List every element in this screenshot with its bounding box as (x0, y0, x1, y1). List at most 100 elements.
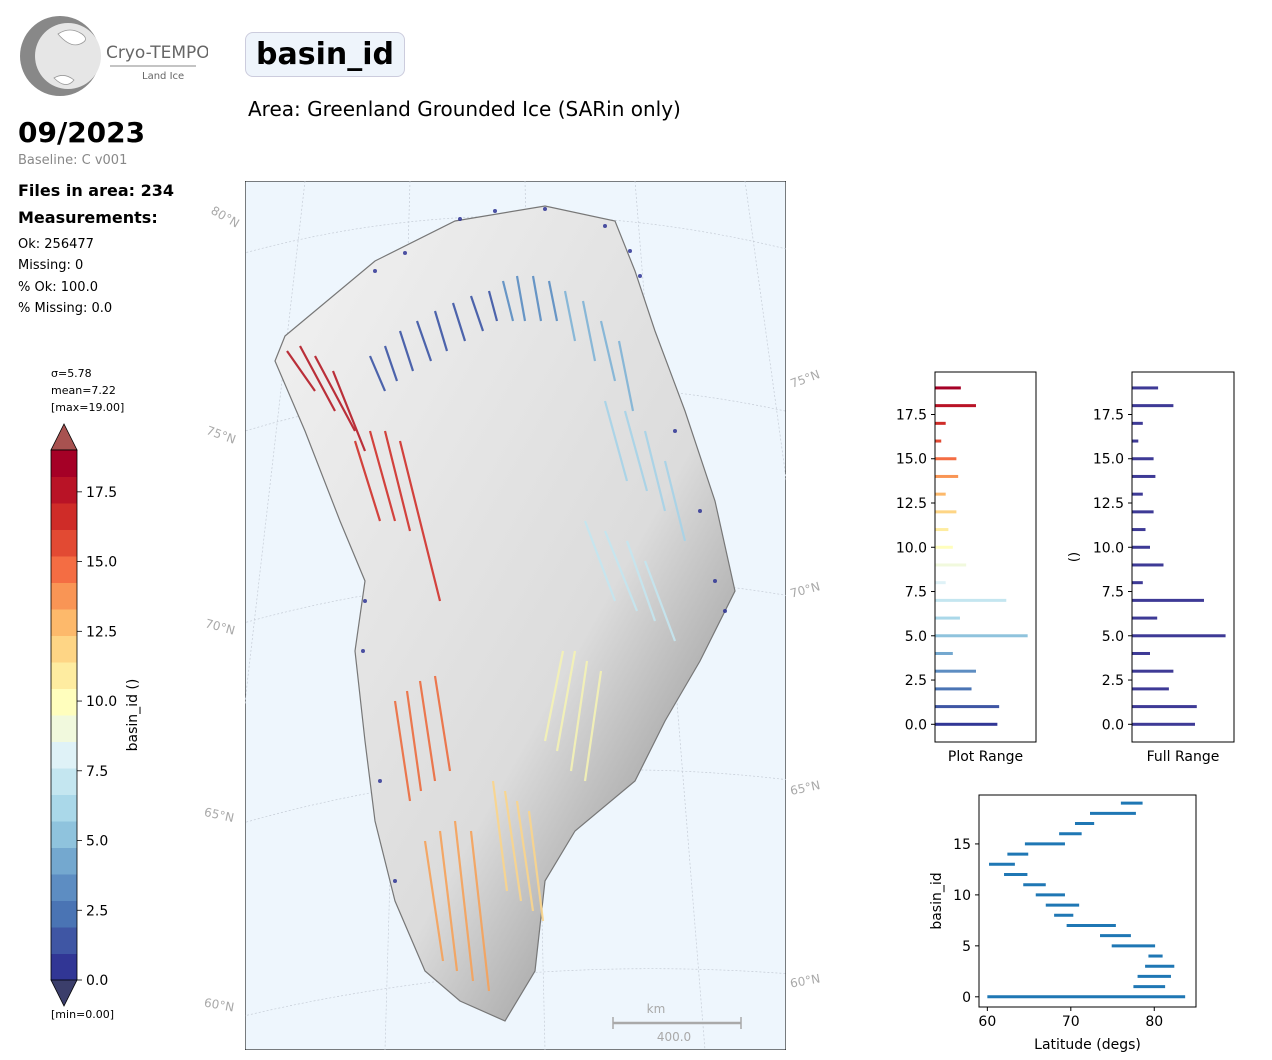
logo-subtitle: Land Ice (142, 71, 184, 82)
scalebar-value: 400.0 (657, 1030, 691, 1044)
measurements-title: Measurements: (18, 208, 158, 227)
histogram-bar (935, 457, 957, 461)
histogram-bar (935, 722, 998, 726)
histogram-bar (1132, 598, 1204, 602)
stat-ok: Ok: 256477 (18, 237, 94, 252)
baseline-text: Baseline: C v001 (18, 153, 128, 168)
colorbar-segment (51, 635, 77, 663)
lat-label-80: 80°N (208, 203, 242, 231)
histogram-bar (935, 687, 972, 691)
histogram-bar (935, 651, 953, 655)
colorbar-min: [min=0.00] (51, 1008, 115, 1021)
histogram-bar (1132, 457, 1154, 461)
histogram-tick-label: 5.0 (1102, 629, 1124, 645)
histogram-bar (935, 421, 946, 425)
colorbar-max: [max=19.00] (51, 401, 125, 414)
histogram-bar (935, 669, 976, 673)
histogram-bar (1132, 687, 1169, 691)
histogram-tick-label: 0.0 (905, 717, 927, 733)
lat-chart-ytick: 5 (962, 939, 971, 955)
colorbar-segment (51, 582, 77, 610)
colorbar-segment (51, 794, 77, 822)
logo-title: Cryo-TEMPO (106, 43, 208, 63)
lat-chart-xtick: 60 (978, 1014, 996, 1030)
colorbar-extend-max (50, 423, 78, 451)
histogram-bar (1132, 528, 1146, 532)
colorbar-label: basin_id () (125, 679, 141, 752)
histogram-bar (935, 404, 976, 408)
histogram-bar (935, 528, 949, 532)
lat-chart-ylabel: basin_id (929, 872, 945, 929)
colorbar-tick-label: 2.5 (86, 903, 108, 919)
histogram-bar (935, 581, 946, 585)
lat-chart-ytick: 15 (953, 837, 971, 853)
colorbar-tick-label: 12.5 (86, 624, 117, 640)
lat-label-right-60: 60°N (789, 971, 822, 991)
histogram-bar (935, 634, 1028, 638)
lat-chart-ytick: 10 (953, 888, 971, 904)
histogram-bar (1132, 634, 1226, 638)
colorbar-tick-label: 7.5 (86, 764, 108, 780)
histogram-tick-label: 5.0 (905, 629, 927, 645)
histogram-ylabel: () (1067, 552, 1082, 562)
colorbar-segment (51, 821, 77, 848)
histogram-xlabel: Plot Range (948, 749, 1023, 765)
colorbar-segment (51, 741, 77, 769)
variable-title: basin_id (245, 32, 405, 77)
histogram-tick-label: 12.5 (896, 496, 927, 512)
stat-missing: Missing: 0 (18, 258, 84, 273)
area-subtitle: Area: Greenland Grounded Ice (SARin only… (248, 97, 681, 121)
histogram-bar (1132, 651, 1150, 655)
histogram-bar (1132, 474, 1156, 478)
lat-label-right-65: 65°N (788, 778, 822, 798)
histogram-tick-label: 15.0 (1093, 452, 1124, 468)
files-count: Files in area: 234 (18, 181, 174, 200)
lat-chart-xtick: 80 (1145, 1014, 1163, 1030)
histogram-bar (1132, 669, 1174, 673)
colorbar-tick-label: 10.0 (86, 694, 117, 710)
stat-pct-ok: % Ok: 100.0 (18, 280, 98, 295)
histogram-bar (935, 474, 959, 478)
histogram-tick-label: 2.5 (905, 673, 927, 689)
lat-label-70: 70°N (203, 616, 237, 638)
histogram-tick-label: 12.5 (1093, 496, 1124, 512)
colorbar-segment (51, 450, 77, 477)
greenland-map: 80°N 75°N 70°N 65°N 60°N km 400.0 (245, 181, 786, 1050)
histogram-tick-label: 10.0 (1093, 540, 1124, 556)
histogram-bar (935, 705, 1000, 709)
colorbar-segment (51, 927, 77, 954)
histogram-bar (1132, 492, 1143, 496)
histogram-plot-range: 0.0 2.5 5.0 7.5 10.0 12.5 15.0 17.5 Plot Range (896, 371, 1037, 765)
date-title: 09/2023 (18, 116, 146, 149)
histogram-bar (935, 439, 942, 443)
lat-label-right-70: 70°N (788, 579, 822, 601)
lat-label-75: 75°N (204, 423, 238, 447)
histogram-bar (1132, 510, 1154, 514)
colorbar-tick-label: 17.5 (86, 485, 117, 501)
histogram-bar (935, 386, 961, 390)
histogram-tick-label: 0.0 (1102, 717, 1124, 733)
colorbar-extend-min (50, 979, 78, 1007)
colorbar-segment (51, 556, 77, 583)
histogram-bar (1132, 421, 1143, 425)
colorbar-segment (51, 768, 77, 795)
scalebar-unit: km (647, 1002, 666, 1016)
histogram-bar (935, 616, 960, 620)
histogram-tick-label: 17.5 (1093, 407, 1124, 423)
cryo-tempo-logo: Cryo-TEMPO Land Ice (20, 16, 208, 96)
histogram-tick-label: 15.0 (896, 452, 927, 468)
histogram-bar (1132, 545, 1150, 549)
histogram-bar (935, 545, 953, 549)
histogram-bar (1132, 386, 1159, 390)
latitude-range-chart: 60 70 80 0 5 10 15 Latitude (degs) basin_id (929, 794, 1197, 1053)
histogram-tick-label: 2.5 (1102, 673, 1124, 689)
colorbar-segment (51, 662, 77, 689)
greenland-landmass (274, 205, 736, 1022)
colorbar-tick-label: 15.0 (86, 555, 117, 571)
lat-label-60: 60°N (203, 995, 236, 1015)
lat-label-right-75: 75°N (788, 367, 822, 391)
colorbar-segment (51, 715, 77, 742)
histogram-bar (935, 492, 946, 496)
colorbar: 0.0 2.5 5.0 7.5 10.0 12.5 15.0 17.5 basin_id () (50, 423, 141, 1007)
lat-chart-xlabel: Latitude (degs) (1034, 1037, 1141, 1053)
